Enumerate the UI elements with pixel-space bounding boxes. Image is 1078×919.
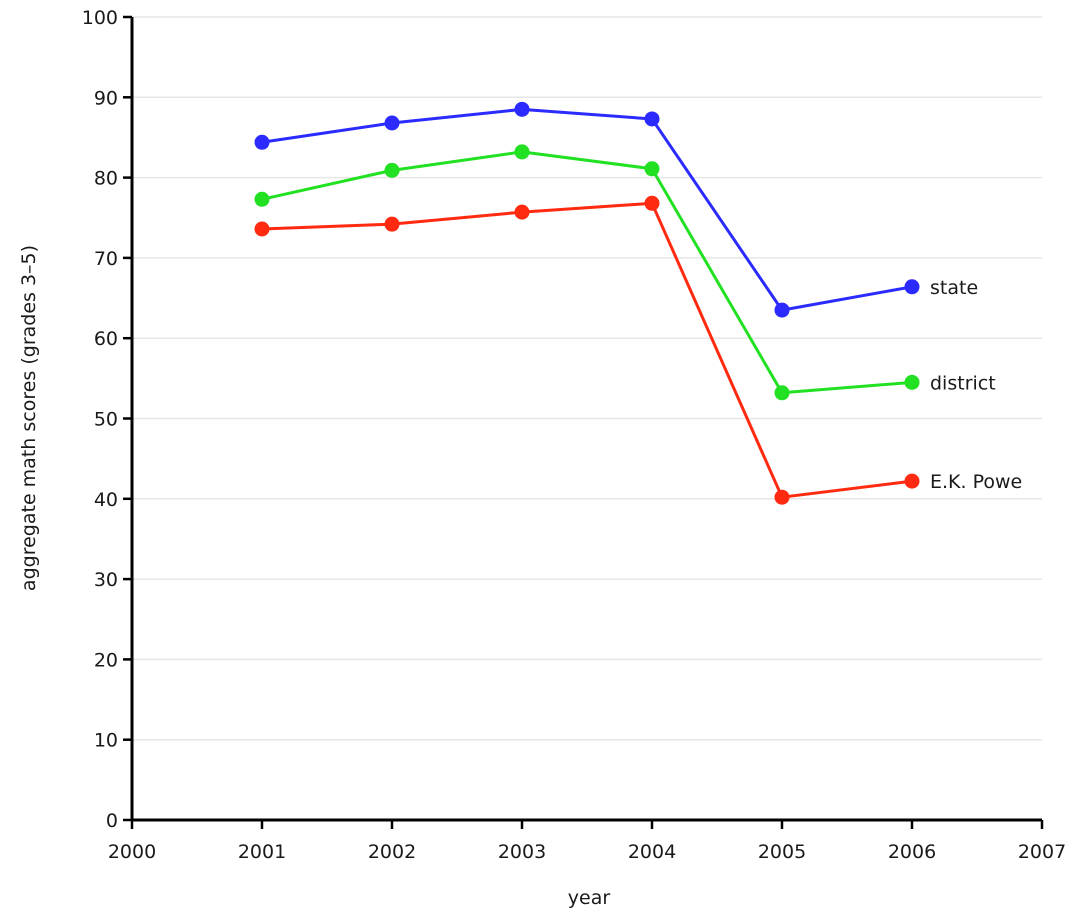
x-tick-label: 2006 xyxy=(888,841,936,863)
y-tick-label: 60 xyxy=(94,328,118,350)
data-point-e-k-powe xyxy=(774,489,790,505)
data-point-state xyxy=(644,111,660,127)
y-tick-label: 0 xyxy=(106,810,118,832)
y-tick-label: 10 xyxy=(94,730,118,752)
data-point-district xyxy=(774,385,790,401)
y-tick-label: 70 xyxy=(94,248,118,270)
series-line-district xyxy=(261,150,913,395)
series-group xyxy=(254,101,920,505)
x-tick-label: 2003 xyxy=(498,841,546,863)
series-label-e-k-powe: E.K. Powe xyxy=(930,471,1022,493)
x-tick-label: 2007 xyxy=(1018,841,1066,863)
series-line-e-k-powe xyxy=(261,201,913,499)
data-point-e-k-powe xyxy=(514,204,530,220)
series-label-district: district xyxy=(930,372,996,394)
x-tick-label: 2000 xyxy=(108,841,156,863)
series-labels: state district E.K. Powe xyxy=(930,277,1022,493)
data-point-district xyxy=(254,191,270,207)
x-axis-title: year xyxy=(568,887,611,909)
y-tick-label: 20 xyxy=(94,649,118,671)
data-point-state xyxy=(514,101,530,117)
series-label-state: state xyxy=(930,277,978,299)
x-tick-label: 2001 xyxy=(238,841,286,863)
gridlines xyxy=(132,16,1042,741)
y-tick-label: 30 xyxy=(94,569,118,591)
data-point-district xyxy=(644,161,660,177)
x-tick-label: 2002 xyxy=(368,841,416,863)
data-point-district xyxy=(904,374,920,390)
data-point-e-k-powe xyxy=(904,473,920,489)
data-point-state xyxy=(254,134,270,150)
y-tick-label: 40 xyxy=(94,489,118,511)
data-point-district xyxy=(514,144,530,160)
data-point-e-k-powe xyxy=(644,195,660,211)
y-tick-label: 90 xyxy=(94,87,118,109)
data-point-e-k-powe xyxy=(254,221,270,237)
y-tick-label: 80 xyxy=(94,168,118,190)
y-tick-label: 50 xyxy=(94,409,118,431)
y-axis-title: aggregate math scores (grades 3–5) xyxy=(18,245,40,591)
data-point-district xyxy=(384,162,400,178)
data-point-state xyxy=(904,279,920,295)
x-tick-label: 2004 xyxy=(628,841,676,863)
x-tick-label: 2005 xyxy=(758,841,806,863)
data-point-state xyxy=(384,115,400,131)
y-tick-label: 100 xyxy=(82,7,118,29)
axes: 0 10 20 30 40 50 60 70 80 90 100 2000 2001 2002 2003 20… xyxy=(82,7,1066,863)
data-point-state xyxy=(774,302,790,318)
series-line-state xyxy=(261,107,913,312)
data-point-e-k-powe xyxy=(384,216,400,232)
